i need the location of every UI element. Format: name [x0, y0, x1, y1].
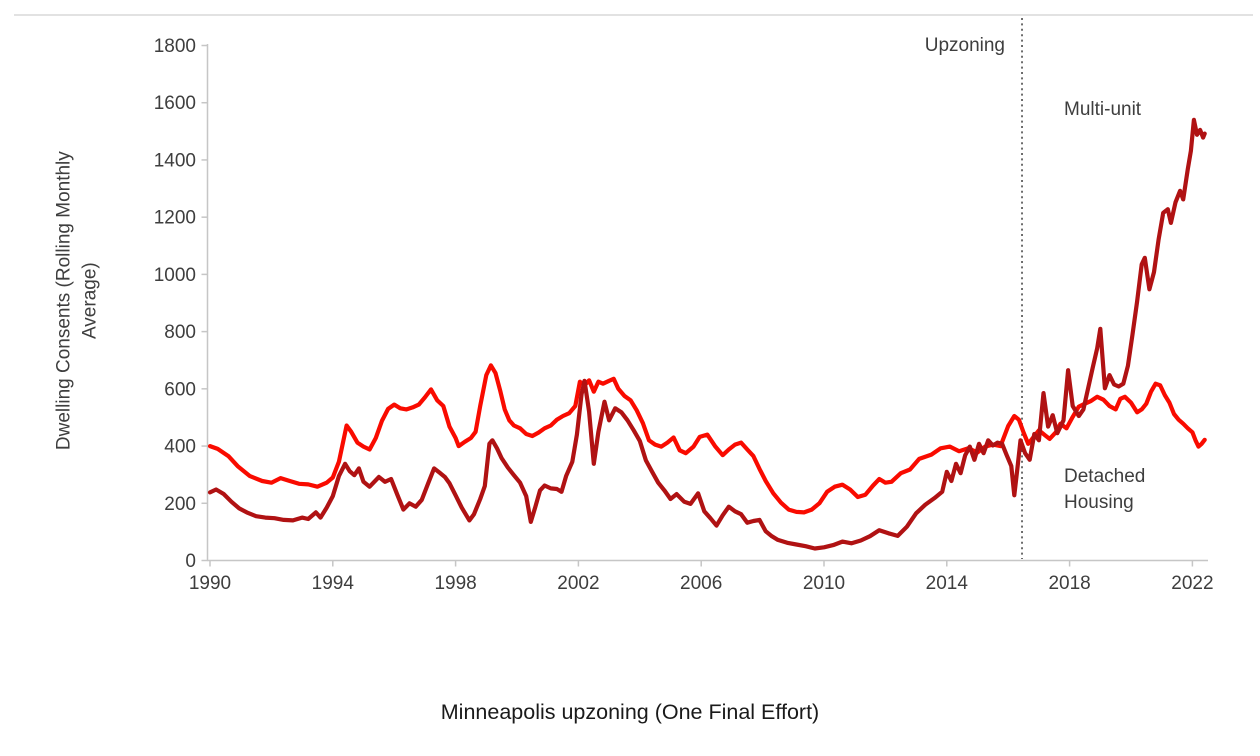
series-detached-housing-line: [207, 363, 1207, 515]
x-tick-label: 1994: [312, 573, 355, 594]
x-tick-label: 1998: [434, 573, 476, 594]
chart-caption: Minneapolis upzoning (One Final Effort): [440, 700, 820, 724]
x-tick-label: 2006: [680, 573, 722, 594]
chart-svg: 0 200 400 600 800 1000 1200 1400 1600 1800 1990 199…: [14, 14, 1253, 594]
y-tick-label: 1600: [154, 93, 196, 114]
x-tick-label: 2010: [803, 573, 845, 594]
dwelling-consents-chart: 0 200 400 600 800 1000 1200 1400 1600 1800 1990 199…: [14, 14, 1253, 594]
y-tick-label: 200: [164, 494, 196, 515]
x-tick-label: 2022: [1171, 573, 1213, 594]
upzoning-annotation-label: Upzoning: [924, 35, 1005, 56]
y-tick-label: 0: [185, 551, 196, 572]
y-tick-label: 600: [164, 379, 196, 400]
x-tick-label: 2018: [1048, 573, 1090, 594]
multi-unit-series-label: Multi-unit: [1064, 99, 1142, 120]
x-tick-label: 2014: [926, 573, 969, 594]
x-tick-label: 1990: [189, 573, 231, 594]
series-multi-unit-line: [207, 117, 1207, 551]
y-tick-label: 1800: [154, 36, 196, 57]
x-tick-label: 2002: [557, 573, 599, 594]
detached-housing-series-label: Detached Housing: [1064, 466, 1146, 513]
y-tick-label: 400: [164, 437, 196, 458]
y-tick-label: 800: [164, 322, 196, 343]
y-axis-title: Dwelling Consents (Rolling Monthly Avera…: [53, 151, 100, 451]
y-tick-label: 1400: [154, 150, 196, 171]
y-tick-label: 1000: [154, 265, 196, 286]
y-tick-label: 1200: [154, 208, 196, 229]
